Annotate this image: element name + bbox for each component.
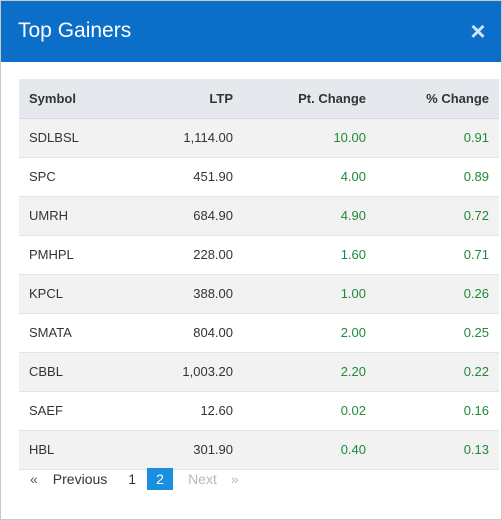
cell-pt-change: 0.02 (243, 391, 376, 431)
cell-symbol[interactable]: KPCL (19, 274, 135, 314)
table-header-row: Symbol LTP Pt. Change % Change (19, 79, 499, 119)
page-link-2-active[interactable]: 2 (147, 468, 174, 490)
cell-pct-change: 0.13 (376, 430, 499, 470)
cell-pct-change: 0.91 (376, 118, 499, 158)
cell-pct-change: 0.22 (376, 352, 499, 392)
cell-pt-change: 1.00 (243, 274, 376, 314)
gainers-table: Symbol LTP Pt. Change % Change SDLBSL 1,1… (19, 79, 499, 470)
cell-pct-change: 0.72 (376, 196, 499, 236)
column-header-ltp[interactable]: LTP (135, 79, 243, 119)
cell-pt-change: 4.00 (243, 157, 376, 197)
cell-ltp: 388.00 (135, 274, 243, 314)
cell-ltp: 1,114.00 (135, 118, 243, 158)
table-row[interactable]: SMATA 804.00 2.00 0.25 (19, 313, 499, 353)
column-header-pct-change[interactable]: % Change (376, 79, 499, 119)
cell-pct-change: 0.89 (376, 157, 499, 197)
table-row[interactable]: KPCL 388.00 1.00 0.26 (19, 274, 499, 314)
modal-header: Top Gainers × (1, 1, 501, 62)
cell-ltp: 228.00 (135, 235, 243, 275)
table-row[interactable]: PMHPL 228.00 1.60 0.71 (19, 235, 499, 275)
cell-pt-change: 2.20 (243, 352, 376, 392)
cell-symbol[interactable]: SAEF (19, 391, 135, 431)
page-link-1[interactable]: 1 (128, 471, 137, 487)
cell-ltp: 684.90 (135, 196, 243, 236)
cell-symbol[interactable]: HBL (19, 430, 135, 470)
cell-symbol[interactable]: SMATA (19, 313, 135, 353)
cell-symbol[interactable]: SDLBSL (19, 118, 135, 158)
cell-ltp: 1,003.20 (135, 352, 243, 392)
previous-arrow-icon[interactable]: « (30, 471, 38, 487)
column-header-symbol[interactable]: Symbol (19, 79, 135, 119)
cell-pt-change: 2.00 (243, 313, 376, 353)
previous-page-link[interactable]: Previous (52, 471, 108, 487)
close-icon: × (470, 16, 486, 46)
cell-pct-change: 0.25 (376, 313, 499, 353)
cell-symbol[interactable]: PMHPL (19, 235, 135, 275)
table-row[interactable]: SAEF 12.60 0.02 0.16 (19, 391, 499, 431)
next-page-link: Next (188, 471, 217, 487)
cell-symbol[interactable]: CBBL (19, 352, 135, 392)
cell-pct-change: 0.71 (376, 235, 499, 275)
next-arrow-icon: » (230, 471, 239, 487)
cell-ltp: 301.90 (135, 430, 243, 470)
table-row[interactable]: UMRH 684.90 4.90 0.72 (19, 196, 499, 236)
cell-ltp: 451.90 (135, 157, 243, 197)
cell-ltp: 12.60 (135, 391, 243, 431)
cell-pt-change: 1.60 (243, 235, 376, 275)
cell-ltp: 804.00 (135, 313, 243, 353)
column-header-pt-change[interactable]: Pt. Change (243, 79, 376, 119)
table-row[interactable]: SDLBSL 1,114.00 10.00 0.91 (19, 118, 499, 158)
cell-pt-change: 0.40 (243, 430, 376, 470)
table-row[interactable]: HBL 301.90 0.40 0.13 (19, 430, 499, 470)
pagination: « Previous 1 2 Next » (19, 468, 242, 490)
modal-title: Top Gainers (18, 19, 132, 42)
cell-symbol[interactable]: SPC (19, 157, 135, 197)
cell-symbol[interactable]: UMRH (19, 196, 135, 236)
cell-pct-change: 0.16 (376, 391, 499, 431)
close-button[interactable]: × (467, 17, 489, 45)
table-row[interactable]: CBBL 1,003.20 2.20 0.22 (19, 352, 499, 392)
table-body: SDLBSL 1,114.00 10.00 0.91 SPC 451.90 4.00 0.89… (19, 118, 499, 470)
cell-pt-change: 10.00 (243, 118, 376, 158)
cell-pt-change: 4.90 (243, 196, 376, 236)
cell-pct-change: 0.26 (376, 274, 499, 314)
table-row[interactable]: SPC 451.90 4.00 0.89 (19, 157, 499, 197)
